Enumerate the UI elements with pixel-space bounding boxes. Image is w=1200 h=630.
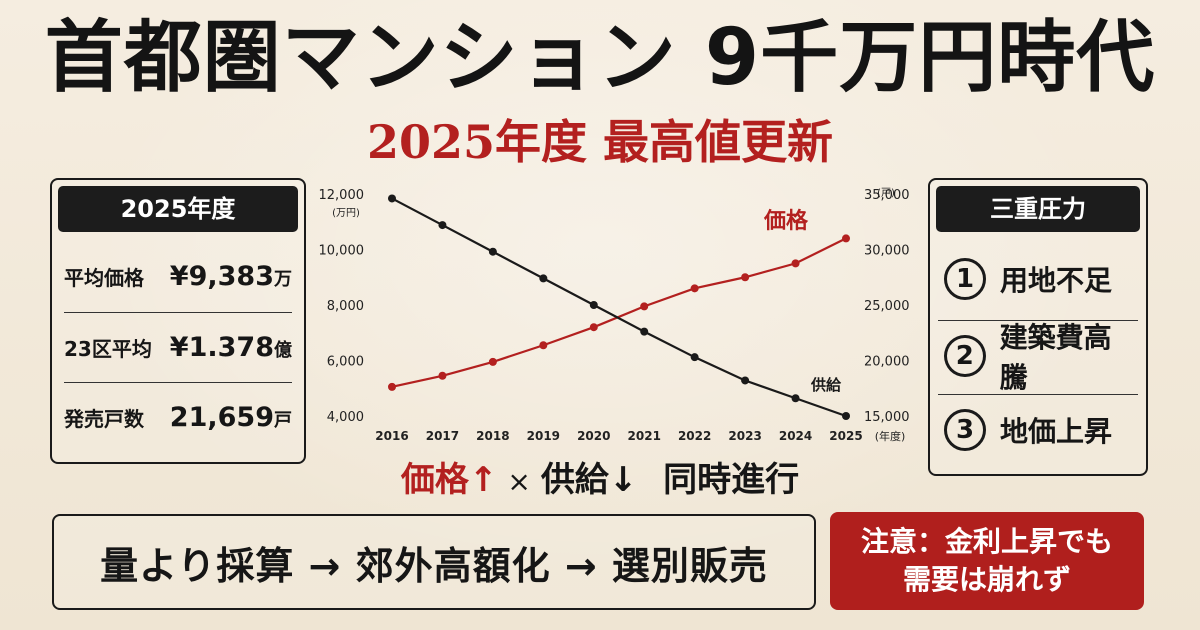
tagline-supply: 供給↓ xyxy=(540,460,638,500)
x-axis-tick-label: 2022 xyxy=(678,429,711,443)
tagline-times: × xyxy=(507,465,531,498)
series-point-price xyxy=(488,357,497,366)
circled-number-icon: 3 xyxy=(944,409,986,451)
series-point-price xyxy=(741,273,750,282)
stat-label: 平均価格 xyxy=(64,265,144,290)
series-point-supply xyxy=(438,221,447,230)
left-axis-tick-label: 8,000 xyxy=(327,299,364,314)
series-point-price xyxy=(539,341,548,350)
stat-value: ¥9,383 xyxy=(169,260,274,292)
series-label-supply: 供給 xyxy=(810,376,842,394)
warning-note: 注意：金利上昇でも 需要は崩れず xyxy=(830,512,1144,610)
circled-number-icon: 2 xyxy=(944,335,986,377)
strategy-panel: 量より採算 → 郊外高額化 → 選別販売 xyxy=(52,514,816,610)
tagline-rest: 同時進行 xyxy=(663,460,800,500)
series-point-supply xyxy=(842,412,850,420)
series-line-price xyxy=(391,237,847,388)
stat-unit: 万 xyxy=(274,268,292,290)
stat-unit: 戸 xyxy=(274,409,292,431)
pressure-item-construction: 2 建築費高騰 xyxy=(938,320,1138,394)
pressure-item-land-price: 3 地価上昇 xyxy=(938,394,1138,465)
circled-number-icon: 1 xyxy=(944,258,986,300)
pressure-label: 建築費高騰 xyxy=(999,321,1112,394)
series-point-supply xyxy=(690,353,699,362)
x-axis-tick-label: 2021 xyxy=(628,429,661,443)
right-axis-tick-label: 25,000 xyxy=(864,299,910,314)
pressure-item-land: 1 用地不足 xyxy=(938,244,1138,314)
stat-value: ¥1.378 xyxy=(169,331,274,363)
stats-panel: 2025年度 平均価格 ¥9,383万 23区平均 ¥1.378億 発売戸数 2… xyxy=(50,178,306,464)
x-axis-tick-label: 2016 xyxy=(375,429,408,443)
page-subtitle: 2025年度 最高値更新 xyxy=(366,115,834,169)
x-axis-unit: (年度) xyxy=(875,429,906,443)
stat-row-units-sold: 発売戸数 21,659戸 xyxy=(64,382,292,451)
series-line-supply xyxy=(391,197,847,418)
series-point-supply xyxy=(791,394,800,403)
right-axis-tick-label: 15,000 xyxy=(864,410,910,425)
left-axis-tick-label: 4,000 xyxy=(327,410,364,425)
left-axis-tick-label: 12,000 xyxy=(319,188,365,203)
series-point-supply xyxy=(589,301,598,309)
pressure-label: 地価上昇 xyxy=(1000,415,1113,448)
series-point-price xyxy=(640,302,649,311)
series-point-price xyxy=(589,323,598,332)
left-axis-tick-label: 10,000 xyxy=(319,244,365,259)
stat-value: 21,659 xyxy=(169,401,274,433)
series-point-supply xyxy=(388,194,396,203)
x-axis-tick-label: 2017 xyxy=(426,429,459,443)
warning-note-line2: 需要は崩れず xyxy=(902,563,1071,596)
right-axis-tick-label: 20,000 xyxy=(864,355,910,370)
x-axis-tick-label: 2023 xyxy=(728,429,761,443)
series-point-price xyxy=(438,371,447,380)
x-axis-tick-label: 2024 xyxy=(779,429,812,443)
stat-unit: 億 xyxy=(274,339,292,361)
right-axis-unit: (戸) xyxy=(877,187,895,199)
series-point-price xyxy=(842,234,850,243)
series-point-supply xyxy=(488,247,497,256)
trend-chart-svg: 4,000 6,000 8,000 10,000 12,000 (万円) 15,000 20,… xyxy=(319,187,910,443)
trend-chart: 4,000 6,000 8,000 10,000 12,000 (万円) 15,000 20,… xyxy=(316,180,920,450)
right-axis-tick-label: 35,000 xyxy=(864,188,910,203)
tagline: 価格↑ × 供給↓ 同時進行 xyxy=(0,452,1200,510)
series-point-supply xyxy=(640,327,649,336)
stat-label: 発売戸数 xyxy=(64,406,144,431)
series-point-price xyxy=(690,284,699,293)
stat-label: 23区平均 xyxy=(64,336,152,361)
x-axis-tick-label: 2019 xyxy=(527,429,560,443)
x-axis-tick-label: 2020 xyxy=(577,429,610,443)
strategy-text: 量より採算 → 郊外高額化 → 選別販売 xyxy=(100,543,768,588)
page-title: 首都圏マンション 9千万円時代 xyxy=(44,13,1156,103)
stat-row-23ku-average: 23区平均 ¥1.378億 xyxy=(64,312,292,381)
series-point-supply xyxy=(741,376,750,385)
stat-row-average-price: 平均価格 ¥9,383万 xyxy=(64,242,292,310)
left-axis-unit: (万円) xyxy=(332,208,360,219)
left-axis-tick-label: 6,000 xyxy=(327,355,364,370)
tagline-price: 価格↑ xyxy=(400,460,498,500)
pressure-panel: 三重圧力 1 用地不足 2 建築費高騰 3 地価上昇 xyxy=(928,178,1148,476)
series-point-price xyxy=(791,259,800,268)
stats-panel-header: 2025年度 xyxy=(58,186,298,232)
warning-note-line1: 注意：金利上昇でも xyxy=(860,525,1113,558)
pressure-panel-header: 三重圧力 xyxy=(936,186,1140,232)
series-point-supply xyxy=(539,274,548,283)
pressure-label: 用地不足 xyxy=(1000,264,1113,297)
x-axis-tick-label: 2018 xyxy=(476,429,509,443)
right-axis-tick-label: 30,000 xyxy=(864,244,910,259)
x-axis-tick-label: 2025 xyxy=(829,429,862,443)
series-point-price xyxy=(388,382,396,391)
series-label-price: 価格 xyxy=(763,208,809,234)
